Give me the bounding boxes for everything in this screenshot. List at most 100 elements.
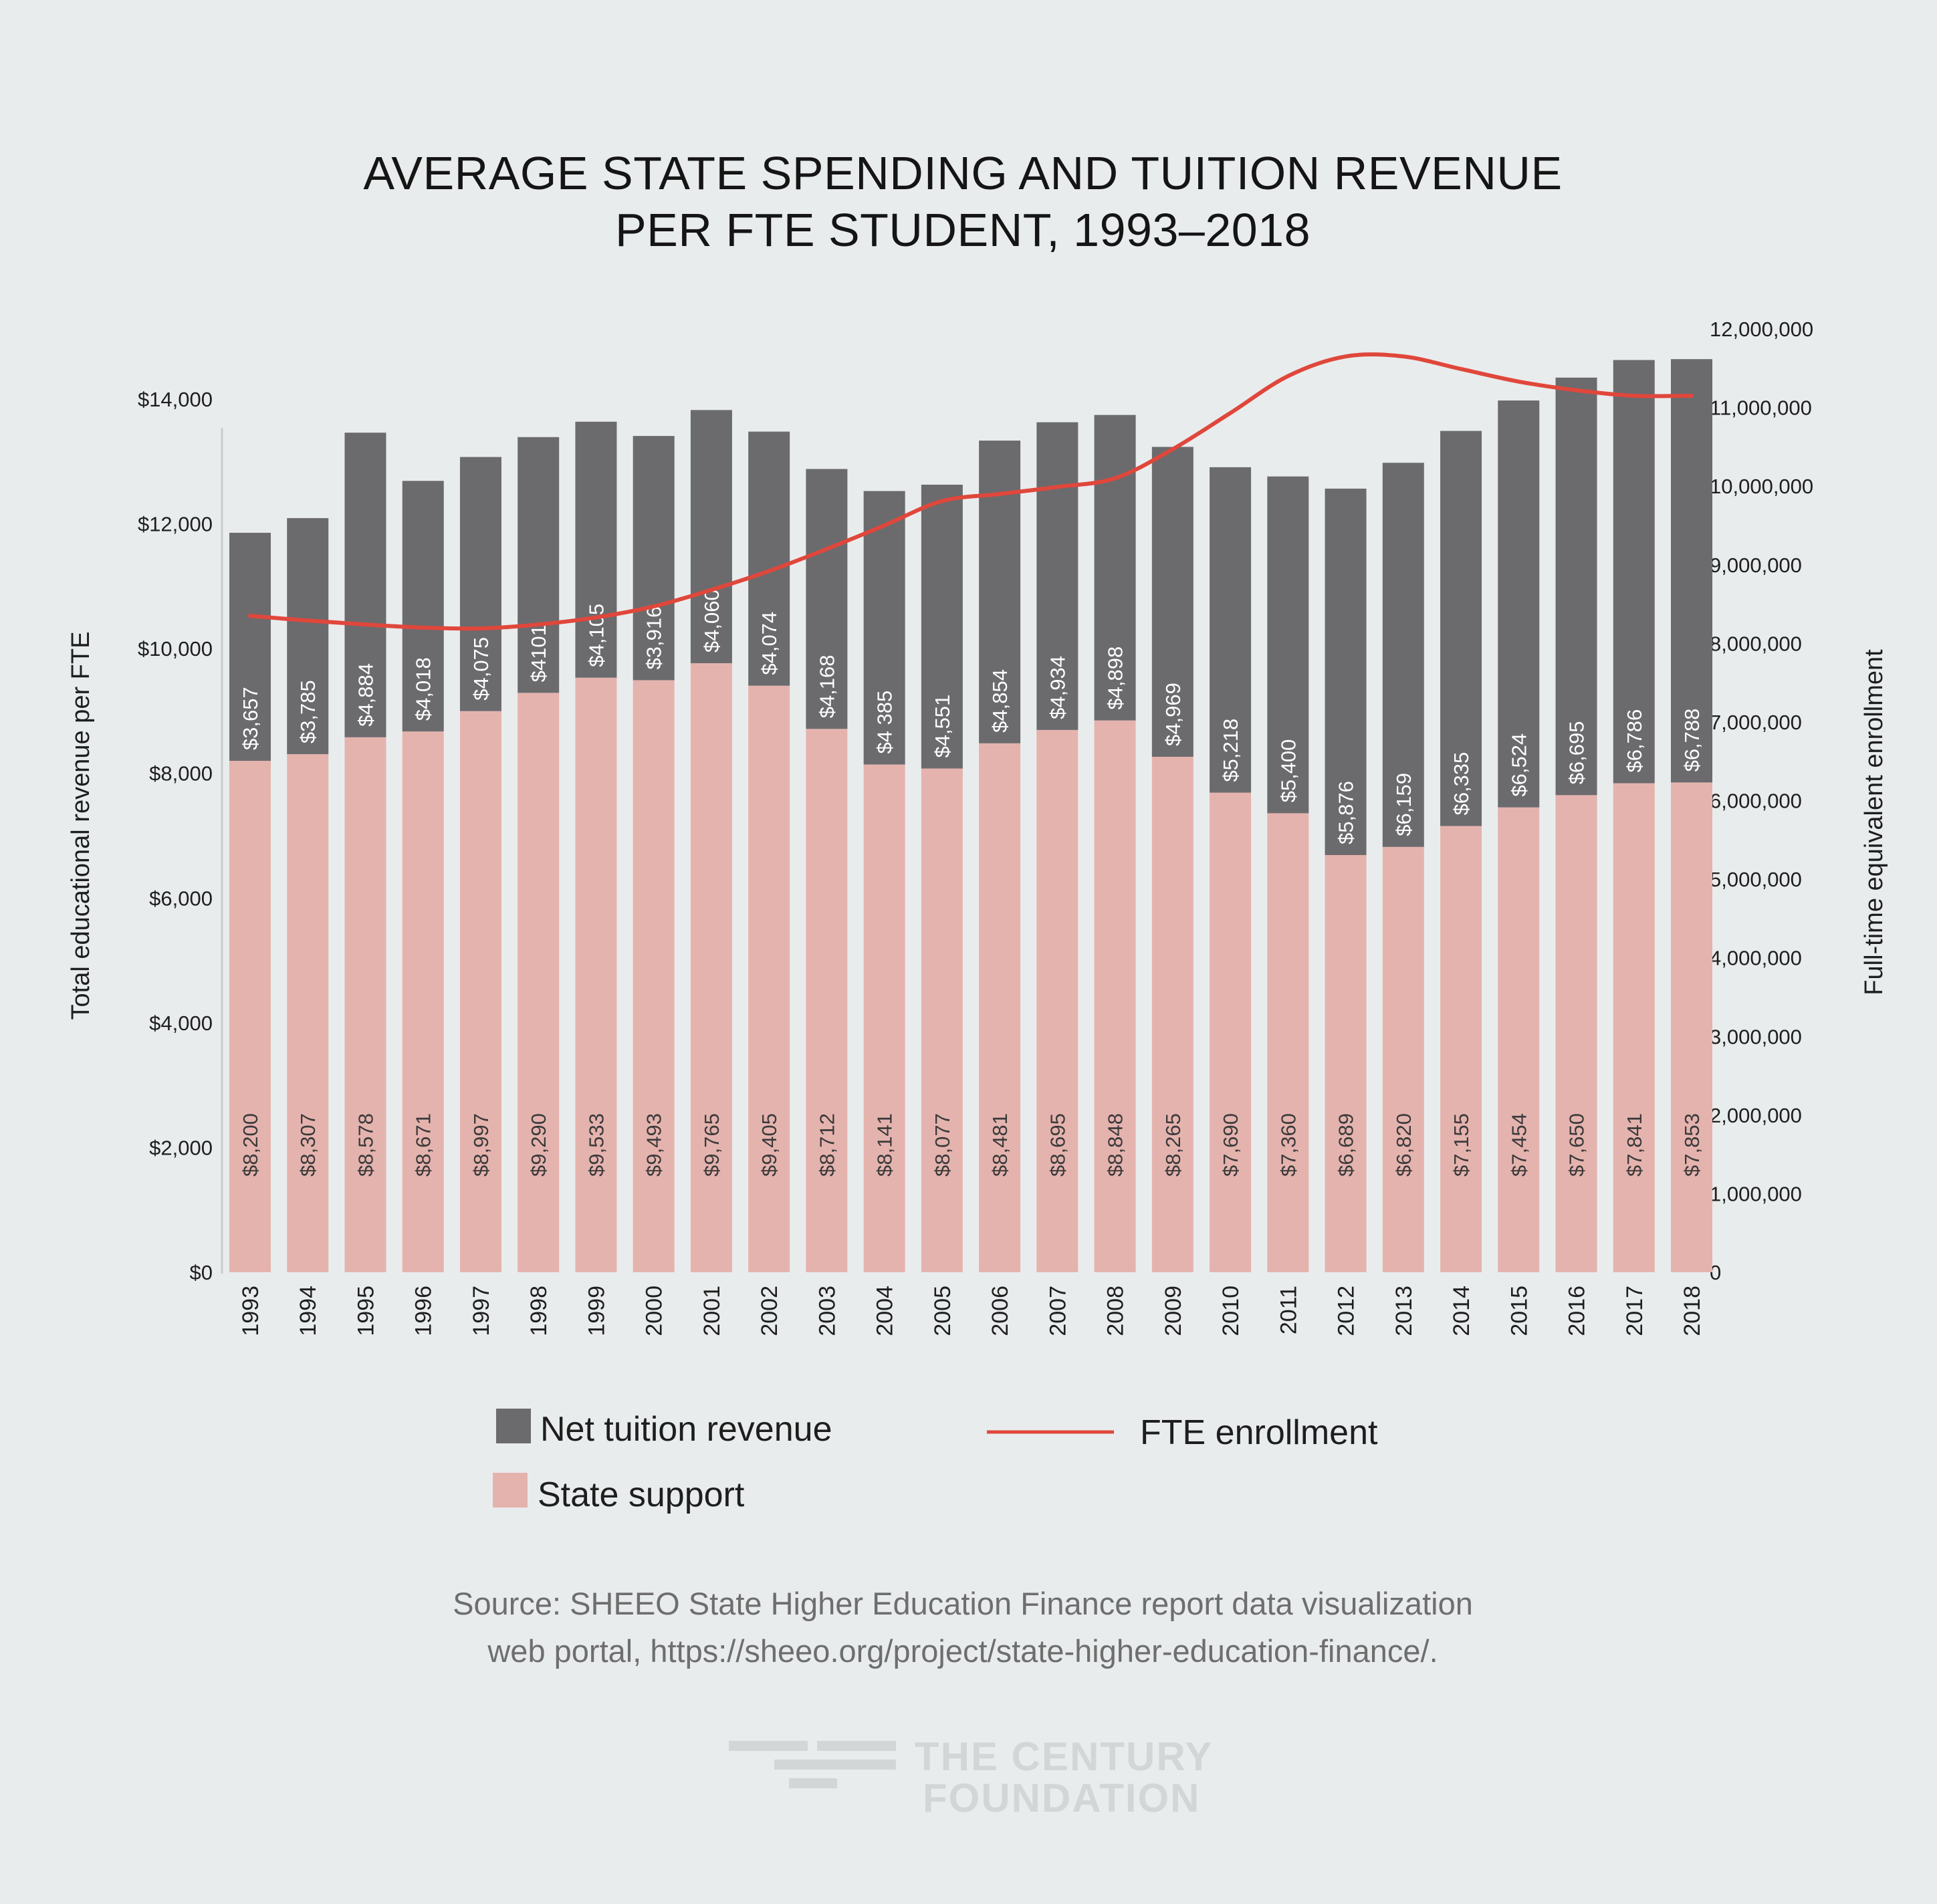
bar-net-tuition-1999	[575, 421, 617, 678]
left-tick-label: $14,000	[138, 388, 213, 411]
x-tick-label-2018: 2018	[1680, 1286, 1705, 1336]
bar-state-support-2011	[1267, 813, 1309, 1272]
bar-label-net-tuition-2010: $5,218	[1219, 719, 1242, 782]
bar-net-tuition-2007	[1036, 422, 1078, 730]
x-tick-label-2008: 2008	[1103, 1286, 1129, 1336]
x-tick-label-1996: 1996	[411, 1286, 437, 1336]
right-tick-label: 8,000,000	[1710, 632, 1802, 655]
fte-enrollment-line	[248, 352, 1694, 631]
bar-net-tuition-2017	[1613, 360, 1655, 784]
bar-net-tuition-1995	[344, 433, 386, 737]
x-tick-label-2007: 2007	[1045, 1286, 1070, 1336]
bar-net-tuition-2009	[1151, 447, 1193, 757]
bar-label-net-tuition-2001: $4,060	[700, 589, 723, 652]
chart-title-line-2: PER FTE STUDENT, 1993–2018	[615, 204, 1311, 256]
bar-state-support-2010	[1210, 792, 1252, 1272]
bar-state-support-2008	[1094, 720, 1136, 1272]
bar-state-support-2017	[1613, 783, 1655, 1272]
bars	[229, 359, 1712, 1272]
bar-state-support-1995	[344, 737, 386, 1272]
right-tick-label: 1,000,000	[1710, 1182, 1802, 1205]
bar-label-state-support-2009: $8,265	[1161, 1113, 1185, 1177]
x-tick-label-2012: 2012	[1334, 1286, 1359, 1336]
x-axis-ticks: 1993 1994 1995 1996 1997 1998 1999 2000 2001 2002…	[238, 1286, 1705, 1336]
bar-label-net-tuition-2011: $5,400	[1276, 739, 1300, 803]
legend-label-state: State support	[538, 1475, 745, 1514]
x-tick-label-2016: 2016	[1565, 1286, 1590, 1336]
bar-state-support-2003	[806, 729, 848, 1272]
bar-label-net-tuition-2000: $3,916	[643, 606, 666, 670]
bar-label-net-tuition-2009: $4,969	[1161, 683, 1185, 746]
bar-label-state-support-2001: $9,765	[700, 1113, 723, 1177]
bar-label-net-tuition-1998: $4101	[527, 624, 550, 682]
legend-label-tuition: Net tuition revenue	[540, 1410, 832, 1449]
bar-state-support-2004	[863, 764, 905, 1272]
right-tick-label: 9,000,000	[1710, 554, 1802, 577]
right-axis-title: Full-time equivalent enrollment	[1860, 649, 1888, 995]
bar-state-support-2012	[1325, 855, 1367, 1272]
bar-net-tuition-2002	[748, 431, 790, 686]
bar-state-support-2006	[979, 743, 1021, 1272]
left-tick-label: $8,000	[149, 762, 213, 786]
left-tick-label: $2,000	[149, 1136, 213, 1159]
bar-state-support-1999	[575, 677, 617, 1272]
bar-labels: $3,657 $8,200 $3,785 $8,307 $4,884 $8,578 $4,0…	[239, 589, 1704, 1177]
right-tick-label: 6,000,000	[1710, 790, 1802, 813]
x-tick-label-2011: 2011	[1276, 1286, 1301, 1334]
left-tick-label: $4,000	[149, 1012, 213, 1035]
bar-state-support-1993	[229, 761, 271, 1272]
legend: Net tuition revenue State support FTE en…	[493, 1409, 1378, 1514]
right-tick-label: 10,000,000	[1710, 475, 1813, 498]
bar-state-support-2007	[1036, 729, 1078, 1272]
bar-state-support-1996	[402, 731, 444, 1272]
bar-label-state-support-1997: $8,997	[469, 1113, 493, 1177]
x-tick-label-2000: 2000	[642, 1286, 667, 1336]
bar-state-support-2016	[1555, 795, 1597, 1272]
bar-state-support-2002	[748, 685, 790, 1272]
x-tick-label-2005: 2005	[930, 1286, 955, 1336]
bar-state-support-1997	[459, 711, 501, 1272]
right-tick-label: 7,000,000	[1710, 711, 1802, 734]
bar-state-support-2009	[1151, 756, 1193, 1272]
bar-state-support-1998	[518, 693, 560, 1272]
bar-net-tuition-2004	[863, 491, 905, 765]
x-tick-label-1998: 1998	[526, 1286, 552, 1336]
bar-label-net-tuition-2007: $4,934	[1046, 656, 1069, 719]
x-tick-label-1999: 1999	[584, 1286, 609, 1336]
x-tick-label-2003: 2003	[814, 1286, 840, 1336]
bar-label-state-support-2015: $7,454	[1507, 1113, 1530, 1177]
bar-label-net-tuition-1997: $4,075	[469, 637, 493, 701]
bar-label-net-tuition-2016: $6,695	[1565, 721, 1589, 785]
bar-label-state-support-2017: $7,841	[1623, 1113, 1646, 1177]
left-tick-label: $6,000	[149, 886, 213, 910]
legend-label-enrollment: FTE enrollment	[1140, 1413, 1378, 1452]
bar-state-support-2001	[690, 663, 732, 1272]
bar-label-net-tuition-2012: $5,876	[1335, 781, 1358, 844]
left-tick-label: $12,000	[138, 513, 213, 536]
bar-net-tuition-1998	[518, 437, 560, 693]
left-tick-label: $10,000	[138, 637, 213, 661]
x-tick-label-2001: 2001	[699, 1286, 725, 1336]
right-tick-label: 3,000,000	[1710, 1025, 1802, 1048]
logo-text-line-2: FOUNDATION	[923, 1776, 1201, 1820]
bar-net-tuition-2013	[1382, 463, 1424, 847]
enrollment-line-layer	[248, 352, 1694, 631]
century-foundation-logo: THE CENTURY FOUNDATION	[729, 1734, 1213, 1820]
x-tick-label-1993: 1993	[238, 1286, 263, 1336]
bar-net-tuition-1996	[402, 481, 444, 732]
logo-text-line-1: THE CENTURY	[915, 1734, 1213, 1779]
bar-net-tuition-1993	[229, 532, 271, 761]
bar-label-state-support-2016: $7,650	[1565, 1113, 1589, 1177]
chart-title-line-1: AVERAGE STATE SPENDING AND TUITION REVEN…	[363, 147, 1562, 199]
bar-label-state-support-1996: $8,671	[412, 1113, 435, 1177]
bar-net-tuition-2000	[633, 436, 675, 681]
right-tick-label: 4,000,000	[1710, 947, 1802, 970]
bar-label-net-tuition-2018: $6,788	[1680, 709, 1704, 772]
bar-state-support-2013	[1382, 846, 1424, 1272]
x-tick-label-1995: 1995	[353, 1286, 378, 1336]
bar-label-state-support-1998: $9,290	[527, 1113, 550, 1177]
bar-label-state-support-2013: $6,820	[1392, 1113, 1415, 1177]
bar-label-state-support-2006: $8,481	[988, 1113, 1012, 1177]
bar-state-support-2005	[921, 768, 963, 1272]
